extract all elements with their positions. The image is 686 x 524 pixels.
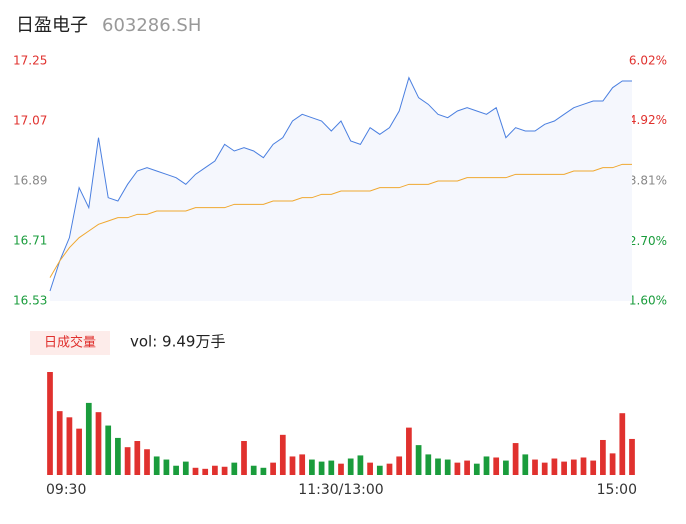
- x-tick-label: 11:30/13:00: [298, 482, 383, 498]
- volume-total: vol: 9.49万手: [130, 333, 225, 351]
- y2-tick-label: 3.81%: [629, 174, 667, 188]
- volume-bar: [454, 462, 461, 475]
- volume-bar: [473, 463, 480, 475]
- volume-bar: [289, 456, 296, 475]
- volume-bar: [444, 459, 451, 475]
- volume-bar: [503, 460, 509, 475]
- volume-bar: [241, 441, 247, 475]
- volume-bar: [609, 453, 616, 475]
- volume-bar: [279, 434, 286, 475]
- volume-bar: [47, 372, 53, 475]
- volume-bar: [163, 459, 170, 475]
- x-tick-label: 15:00: [597, 482, 637, 498]
- volume-bar: [231, 462, 238, 475]
- volume-bar: [415, 445, 422, 475]
- y2-tick-label: 6.02%: [629, 54, 667, 68]
- y2-tick-label: 1.60%: [629, 294, 667, 308]
- y-tick-label: 16.71: [13, 234, 47, 248]
- volume-bar: [435, 458, 441, 475]
- volume-bar: [338, 463, 344, 475]
- volume-bar: [192, 467, 199, 475]
- volume-bar: [56, 411, 63, 475]
- y2-tick-label: 4.92%: [629, 113, 667, 127]
- series-line: [49, 163, 632, 278]
- volume-bar: [221, 466, 228, 475]
- volume-bar: [357, 455, 364, 475]
- volume-label: 日成交量: [44, 335, 96, 351]
- volume-bar: [512, 443, 519, 475]
- y-tick-label: 17.25: [13, 54, 47, 68]
- volume-bar: [522, 454, 529, 475]
- volume-bar: [260, 467, 267, 475]
- volume-bar: [532, 459, 538, 475]
- y-tick-label: 16.53: [13, 294, 47, 308]
- volume-bar: [600, 439, 606, 475]
- volume-bar: [483, 456, 490, 475]
- volume-bar: [551, 458, 558, 475]
- volume-bar: [124, 447, 131, 475]
- y-tick-label: 16.89: [13, 174, 47, 188]
- volume-badge: [30, 331, 110, 355]
- volume-bar: [105, 425, 112, 475]
- price-area: [50, 77, 632, 302]
- volume-bar: [561, 461, 567, 475]
- volume-bar: [619, 413, 626, 475]
- volume-bar: [85, 402, 92, 475]
- y-tick-label: 17.07: [13, 114, 47, 128]
- volume-bar: [590, 460, 597, 475]
- volume-bar: [386, 463, 393, 475]
- volume-bar: [425, 454, 432, 475]
- volume-bar: [541, 462, 548, 475]
- volume-bar: [270, 462, 276, 475]
- volume-bar: [250, 465, 257, 475]
- volume-bar: [396, 456, 403, 475]
- volume-bar: [406, 427, 412, 475]
- volume-bar: [580, 457, 587, 475]
- volume-bar: [66, 417, 73, 475]
- volume-bar: [173, 465, 179, 475]
- volume-bar: [309, 459, 315, 475]
- volume-bar: [134, 441, 141, 475]
- volume-bar: [328, 460, 335, 475]
- volume-bar: [347, 458, 354, 475]
- volume-bar: [299, 454, 306, 475]
- volume-bar: [76, 428, 82, 475]
- stock-name: 日盈电子: [16, 15, 88, 36]
- stock-code: 603286.SH: [102, 15, 201, 36]
- series-line: [49, 76, 632, 292]
- volume-bar: [318, 461, 325, 475]
- volume-bar: [570, 459, 577, 475]
- volume-bar: [464, 460, 470, 475]
- volume-bar: [182, 461, 189, 475]
- volume-bar: [153, 456, 160, 475]
- volume-bar: [493, 457, 500, 475]
- y2-tick-label: 2.70%: [629, 234, 667, 248]
- volume-bar: [212, 465, 218, 475]
- volume-bar: [367, 462, 373, 475]
- volume-bar: [95, 412, 102, 475]
- volume-bar: [202, 468, 209, 475]
- volume-bar: [629, 438, 635, 475]
- volume-bar: [376, 465, 383, 475]
- volume-bar: [144, 449, 150, 475]
- x-tick-label: 09:30: [46, 482, 86, 498]
- volume-bar: [115, 437, 121, 475]
